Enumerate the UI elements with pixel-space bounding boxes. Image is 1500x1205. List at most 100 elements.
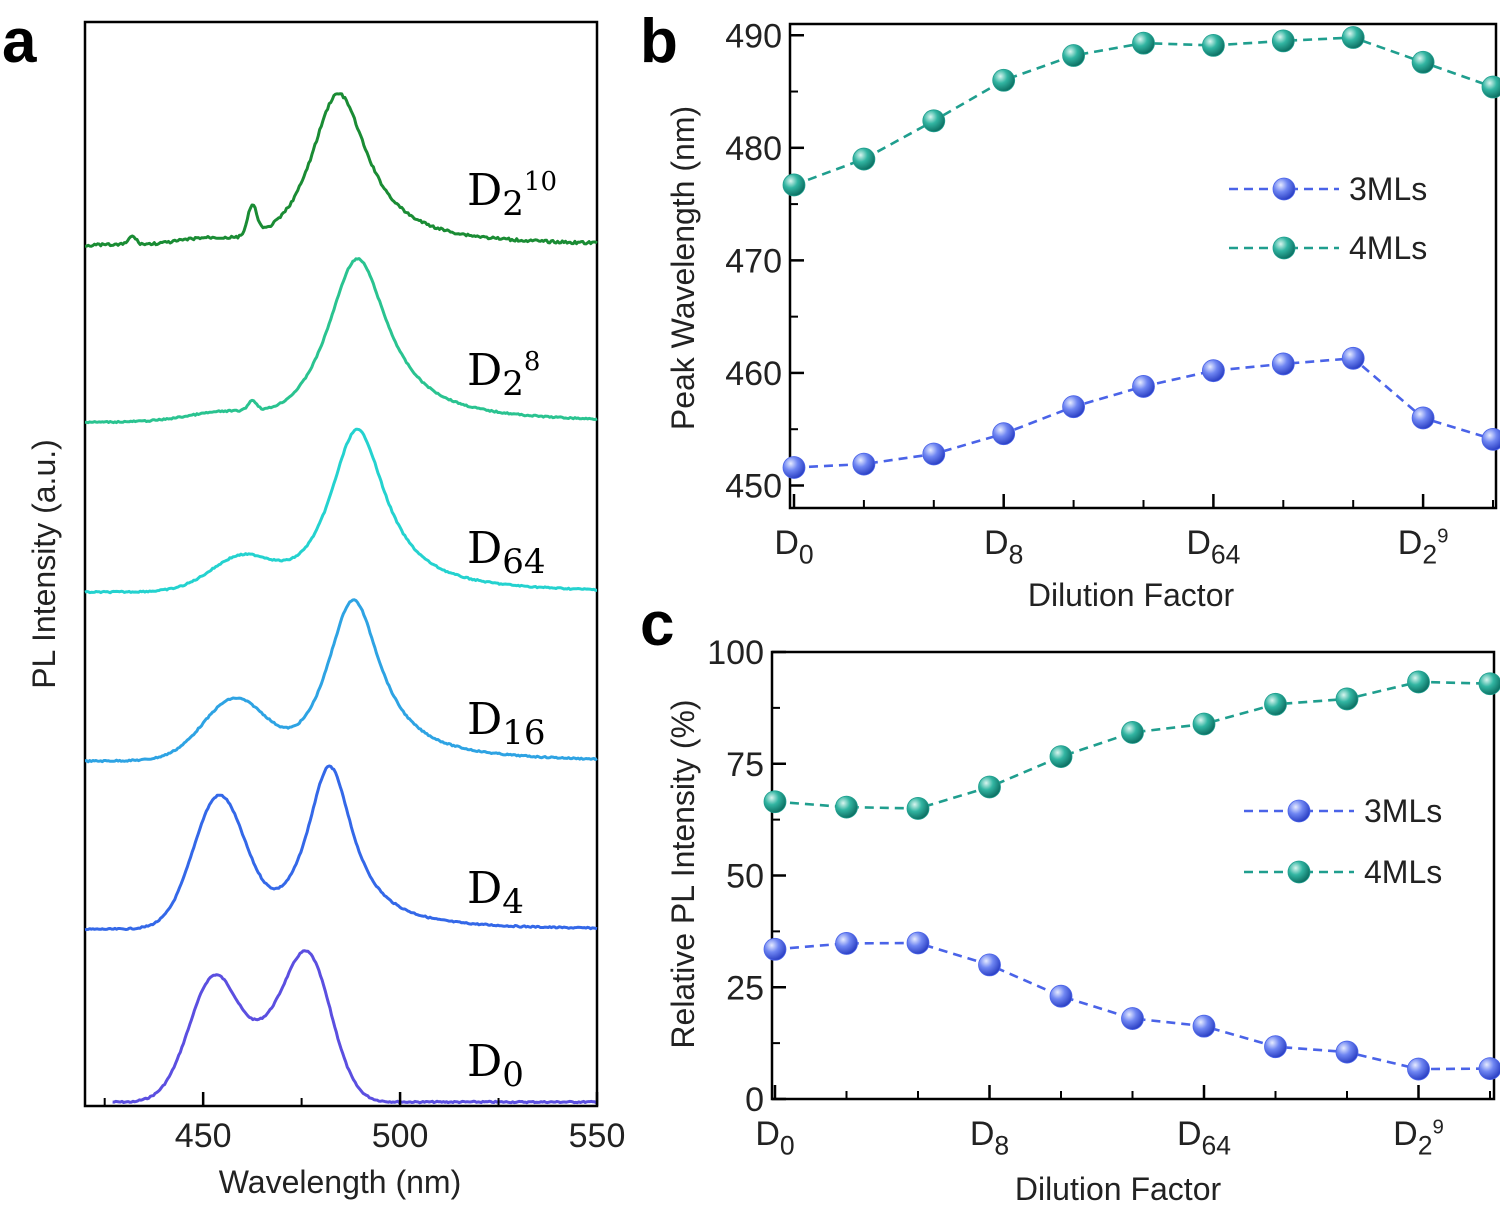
panel-b-x-tick-label-2-sub: 64 xyxy=(1211,540,1241,570)
curve-label-4-base: D xyxy=(467,345,502,396)
series-line-4MLs xyxy=(793,36,1494,187)
spectrum-curve-0 xyxy=(112,949,597,1105)
curve-label-3: D64 xyxy=(467,523,546,582)
curve-label-5-sub: 2 xyxy=(502,184,524,224)
panel-b-x-tick-label-3: D29 xyxy=(1398,524,1449,570)
data-point-4MLs-3 xyxy=(992,68,1016,92)
panel-c-x-tick-label-1: D8 xyxy=(970,1115,1009,1161)
curve-label-5-sup: 10 xyxy=(524,167,557,197)
panel-a-x-tick-label-2: 550 xyxy=(569,1117,626,1155)
data-point-4MLs-4 xyxy=(1062,44,1085,67)
curve-label-4: D28 xyxy=(467,345,540,404)
data-point-4MLs-6 xyxy=(1202,33,1225,57)
data-point-3MLs-1 xyxy=(852,452,876,476)
data-point-3MLs-6 xyxy=(1202,359,1225,383)
data-point-4MLs-5 xyxy=(1132,31,1155,55)
curve-label-1: D4 xyxy=(467,863,524,922)
panel-c-x-tick-label-3-base: D xyxy=(1393,1115,1418,1153)
legend-label-3MLs: 3MLs xyxy=(1349,171,1427,207)
panel-c-y-tick-label-3: 75 xyxy=(726,746,764,784)
legend-marker-4MLs xyxy=(1272,236,1296,260)
data-point-3MLs-2 xyxy=(906,931,930,955)
data-point-4MLs-2 xyxy=(922,109,946,133)
data-point-3MLs-0 xyxy=(763,937,787,961)
panel-b-x-tick-label-2-base: D xyxy=(1186,524,1211,562)
panel-c-x-tick-label-0: D0 xyxy=(755,1115,794,1161)
curve-label-2-sub: 16 xyxy=(502,713,545,753)
data-point-3MLs-1 xyxy=(835,932,858,955)
panel-b-y-tick-label-2: 470 xyxy=(725,242,782,280)
panel-a-y-axis-label: PL Intensity (a.u.) xyxy=(26,439,62,689)
panel-b-x-tick-label-0-base: D xyxy=(774,524,799,562)
panel-b-x-tick-label-3-sub: 2 xyxy=(1422,540,1437,570)
panel-a-frame xyxy=(83,20,599,1108)
data-point-4MLs-10 xyxy=(1481,75,1500,99)
panel-b-x-axis-label: Dilution Factor xyxy=(1028,577,1235,613)
panel-b-y-tick-label-3: 480 xyxy=(725,130,782,168)
data-point-3MLs-5 xyxy=(1121,1007,1144,1030)
curve-label-5: D210 xyxy=(467,165,557,224)
data-point-4MLs-8 xyxy=(1341,26,1365,49)
curve-label-2-base: D xyxy=(467,694,502,745)
panel-c-series xyxy=(763,670,1500,1081)
data-point-4MLs-9 xyxy=(1407,670,1430,694)
series-line-3MLs xyxy=(793,356,1494,469)
data-point-4MLs-0 xyxy=(782,173,806,197)
panel-c-x-tick-label-3: D29 xyxy=(1393,1115,1444,1161)
curve-label-0-base: D xyxy=(467,1036,502,1087)
data-point-4MLs-7 xyxy=(1271,29,1295,53)
data-point-3MLs-9 xyxy=(1407,1057,1430,1081)
panel-c-y-tick-label-4: 100 xyxy=(707,634,764,672)
data-point-3MLs-3 xyxy=(978,953,1001,977)
curve-label-4-sup: 8 xyxy=(524,347,541,377)
panel-b-x-tick-label-1-sub: 8 xyxy=(1009,540,1024,570)
panel-c-x-tick-label-2-sub: 64 xyxy=(1202,1131,1232,1161)
panel-a-x-ticks: 450 500 550 xyxy=(103,1092,626,1155)
panel-c-x-tick-label-3-sub: 2 xyxy=(1418,1131,1433,1161)
panel-b-x-tick-label-0: D0 xyxy=(774,524,813,570)
curve-label-5-base: D xyxy=(467,165,502,216)
panel-b-x-tick-label-1-base: D xyxy=(984,524,1009,562)
legend-label-4MLs: 4MLs xyxy=(1364,854,1442,890)
data-point-4MLs-7 xyxy=(1264,692,1287,716)
data-point-3MLs-10 xyxy=(1478,1057,1500,1081)
panel-c-legend: 3MLs 4MLs xyxy=(1244,793,1442,890)
panel-b-y-tick-label-4: 490 xyxy=(725,17,782,55)
panel-c-x-tick-label-2-base: D xyxy=(1177,1115,1202,1153)
panel-b-x-tick-label-3-base: D xyxy=(1398,524,1423,562)
data-point-3MLs-7 xyxy=(1264,1035,1287,1059)
panel-b-y-tick-label-1: 460 xyxy=(725,355,782,393)
panel-c-y-tick-label-1: 25 xyxy=(726,969,764,1007)
panel-c-x-tick-label-2: D64 xyxy=(1177,1115,1231,1161)
panel-c-x-tick-label-0-base: D xyxy=(755,1115,780,1153)
data-point-4MLs-1 xyxy=(852,147,876,171)
panel-c-x-axis-label: Dilution Factor xyxy=(1015,1171,1222,1205)
panel-b-x-tick-label-0-sub: 0 xyxy=(799,540,814,570)
data-point-3MLs-10 xyxy=(1481,427,1500,451)
data-point-4MLs-6 xyxy=(1192,712,1216,736)
panel-a-x-axis-label: Wavelength (nm) xyxy=(219,1164,461,1200)
curve-label-1-base: D xyxy=(467,863,502,914)
panel-c-y-axis-label: Relative PL Intensity (%) xyxy=(665,699,701,1048)
panel-b-x-tick-label-3-sup: 9 xyxy=(1437,525,1448,547)
data-point-4MLs-0 xyxy=(763,790,787,814)
legend-marker-3MLs xyxy=(1272,177,1296,201)
panel-b-x-tick-label-2: D64 xyxy=(1186,524,1240,570)
panel-b-x-tick-label-1: D8 xyxy=(984,524,1023,570)
curve-label-0-sub: 0 xyxy=(502,1055,524,1095)
legend-marker-3MLs xyxy=(1287,799,1311,823)
data-point-3MLs-7 xyxy=(1271,352,1295,376)
panel-c-y-tick-label-0: 0 xyxy=(745,1081,764,1119)
spectrum-curve-5 xyxy=(84,92,598,248)
data-point-3MLs-5 xyxy=(1132,375,1155,398)
legend-label-4MLs: 4MLs xyxy=(1349,230,1427,266)
series-line-3MLs xyxy=(774,941,1491,1071)
panel-b-y-tick-label-0: 450 xyxy=(725,467,782,505)
data-point-3MLs-2 xyxy=(922,442,946,466)
panel-a-x-tick-label-0: 450 xyxy=(175,1117,232,1155)
